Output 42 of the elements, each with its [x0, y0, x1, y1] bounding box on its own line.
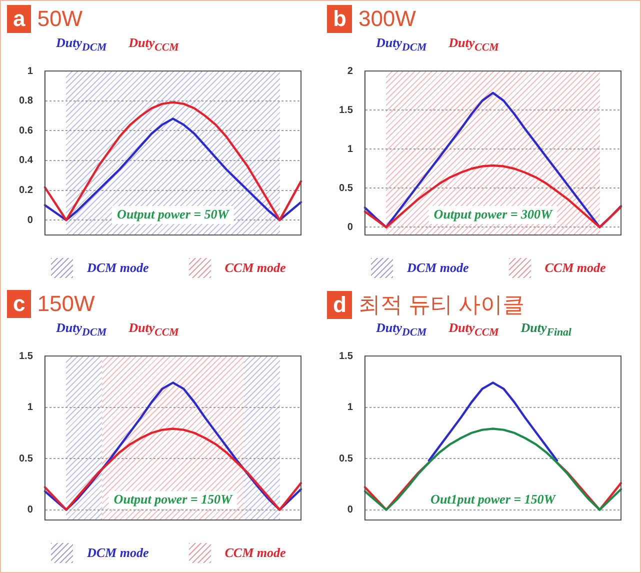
y-tick-label: 0 [347, 222, 354, 233]
y-tick-label: 1.5 [18, 350, 34, 362]
y-tick-label: 1.5 [338, 104, 354, 116]
y-tick-label: 1.5 [338, 350, 354, 362]
chart-title: b 300W [332, 5, 416, 33]
text: DCM mode [87, 545, 149, 561]
text: CCM mode [544, 260, 606, 276]
annotation: Output power = 50W [117, 206, 230, 222]
text: Duty$_{DCM}$ [56, 320, 107, 339]
text: Duty$_{DCM}$ [376, 35, 427, 54]
y-tick-label: 0 [347, 504, 354, 516]
y-tick-label: 1 [27, 402, 34, 413]
y-tick-label: 1 [347, 144, 354, 155]
chart-title: c 150W [12, 290, 95, 318]
text: Duty$_{Final}$ [520, 320, 572, 339]
text: Duty$_{CCM}$ [448, 35, 499, 54]
y-tick-label: 1 [347, 402, 354, 413]
text: Duty$_{DCM}$ [376, 320, 427, 339]
y-tick-label: 0 [27, 214, 34, 226]
text: DCM mode [87, 260, 149, 276]
text: CCM mode [224, 260, 286, 276]
chart-title: a 50W [12, 5, 82, 33]
y-tick-label: 0.5 [18, 453, 34, 464]
y-tick-label: 0.4 [18, 155, 34, 166]
y-tick-label: 0.5 [338, 453, 354, 464]
text: Duty$_{CCM}$ [128, 320, 179, 339]
y-tick-label: 0.2 [18, 185, 34, 196]
text: Duty$_{DCM}$ [56, 35, 107, 54]
text: Duty$_{CCM}$ [128, 35, 179, 54]
chart-title: d 최적 듀티 사이클 [332, 291, 525, 319]
y-tick-label: 0.8 [18, 96, 34, 107]
annotation: Output power = 300W [434, 206, 554, 222]
y-tick-label: 1 [27, 66, 34, 77]
y-tick-label: 0.5 [338, 182, 354, 194]
text: CCM mode [224, 545, 286, 561]
y-tick-label: 0 [27, 504, 34, 516]
text: Duty$_{CCM}$ [448, 320, 499, 339]
annotation: Output power = 150W [114, 491, 234, 506]
annotation: Out1put power = 150W [430, 491, 557, 506]
y-tick-label: 2 [347, 66, 354, 77]
text: DCM mode [407, 260, 469, 276]
y-tick-label: 0.6 [18, 125, 34, 136]
